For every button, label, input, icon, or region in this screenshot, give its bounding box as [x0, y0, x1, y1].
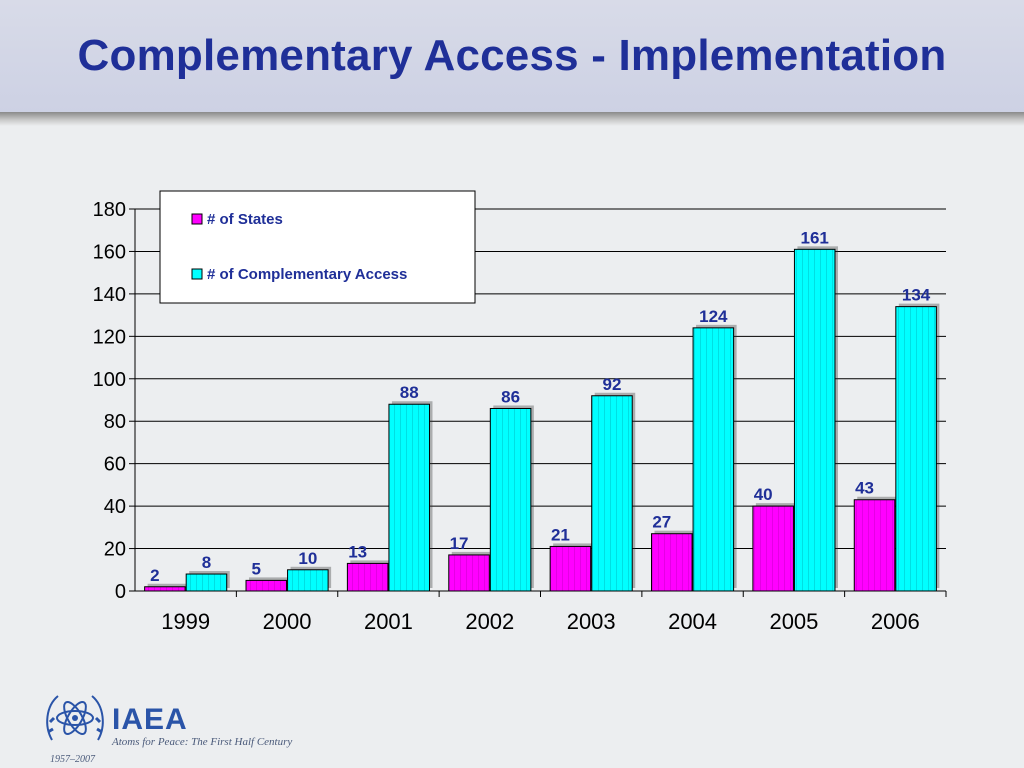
- x-tick-label: 2002: [465, 609, 514, 634]
- x-tick-label: 2003: [567, 609, 616, 634]
- footer-brand: IAEA: [112, 703, 188, 736]
- data-label: 27: [652, 513, 671, 532]
- y-tick-label: 120: [93, 326, 126, 348]
- x-tick-label: 2006: [871, 609, 920, 634]
- data-label: 13: [348, 542, 367, 561]
- bar-complementary-access: [489, 407, 532, 592]
- data-label: 40: [754, 485, 773, 504]
- legend-label: # of Complementary Access: [207, 266, 407, 283]
- data-label: 88: [400, 383, 419, 402]
- title-banner: [0, 0, 1024, 112]
- data-label: 134: [902, 286, 931, 305]
- legend: # of States # of Complementary Access: [159, 190, 476, 304]
- bar-states: [144, 586, 186, 592]
- data-label: 2: [150, 566, 159, 585]
- bars: [144, 246, 940, 592]
- data-label: 43: [855, 479, 874, 498]
- data-label: 5: [252, 559, 261, 578]
- legend-label: # of States: [207, 211, 283, 228]
- y-tick-label: 100: [93, 369, 126, 391]
- y-tick-label: 60: [104, 454, 126, 476]
- y-tick-label: 0: [115, 581, 126, 603]
- bar-complementary-access: [895, 306, 937, 592]
- bar-complementary-access: [591, 395, 633, 592]
- y-tick-label: 80: [104, 411, 126, 433]
- y-tick-label: 20: [104, 539, 126, 561]
- bar-states: [346, 562, 389, 592]
- legend-swatch: [191, 213, 203, 225]
- x-tick-label: 2000: [263, 609, 312, 634]
- bar-states: [752, 505, 794, 592]
- y-tick-label: 180: [93, 199, 126, 221]
- legend-swatch: [191, 268, 203, 280]
- data-label: 86: [501, 387, 520, 406]
- y-tick-label: 40: [104, 496, 126, 518]
- data-label: 10: [298, 549, 317, 568]
- bar-shadow: [147, 583, 189, 588]
- y-tick-label: 160: [93, 241, 126, 263]
- bar-states: [651, 533, 693, 592]
- title-banner-shadow: [0, 112, 1024, 126]
- x-tick-label: 2005: [769, 609, 818, 634]
- data-label: 124: [699, 307, 728, 326]
- bar-complementary-access: [287, 569, 329, 592]
- footer-years: 1957–2007: [50, 754, 95, 765]
- x-tick-label: 2004: [668, 609, 717, 634]
- legend-box: [159, 190, 476, 304]
- data-labels: 2 5 13 17 21 27 40 43 8 10 88 86 92 124 161 134: [150, 228, 931, 584]
- data-label: 21: [551, 525, 570, 544]
- y-tick-label: 140: [93, 284, 126, 306]
- x-tick-label: 2001: [364, 609, 413, 634]
- bar-states: [448, 554, 490, 592]
- bar-complementary-access: [692, 327, 735, 592]
- footer-tagline: Atoms for Peace: The First Half Century: [112, 736, 293, 748]
- axes: 0 20 40 60 80 100 120 140 160 180 1999 2000 2001 2002…: [93, 199, 947, 634]
- iaea-atom-logo-icon: [46, 695, 104, 741]
- bar-complementary-access: [388, 403, 430, 592]
- bar-complementary-access: [793, 248, 836, 592]
- x-tick-label: 1999: [161, 609, 210, 634]
- bar-states: [245, 579, 288, 592]
- data-label: 17: [450, 534, 469, 553]
- slide-title: Complementary Access - Implementation: [77, 31, 947, 80]
- data-label: 161: [801, 228, 829, 247]
- data-label: 92: [603, 375, 622, 394]
- data-label: 8: [202, 553, 211, 572]
- bar-states: [549, 545, 592, 592]
- bar-complementary-access: [185, 573, 228, 592]
- bar-states: [853, 499, 896, 592]
